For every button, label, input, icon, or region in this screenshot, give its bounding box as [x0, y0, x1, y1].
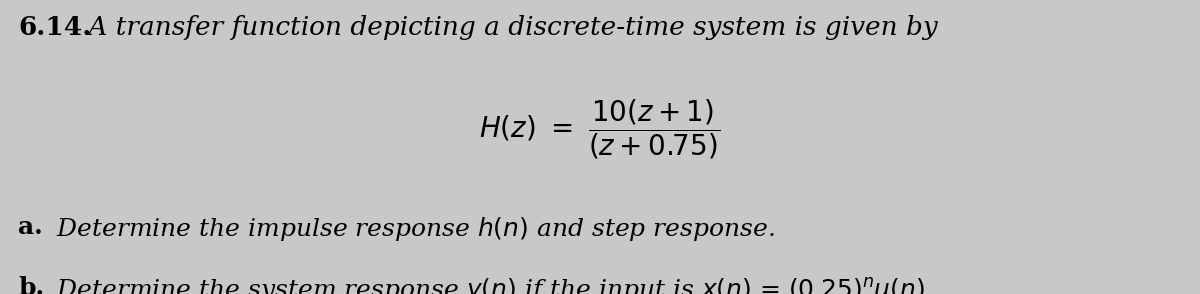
- Text: Determine the impulse response $\mathit{h}(\mathit{n})$ and step response.: Determine the impulse response $\mathit{…: [56, 215, 775, 243]
- Text: 6.14.: 6.14.: [18, 15, 91, 40]
- Text: b.: b.: [18, 276, 44, 294]
- Text: $\mathit{H}(\mathit{z}) \ = \ \dfrac{10(\mathit{z}+1)}{(\mathit{z}+0.75)}$: $\mathit{H}(\mathit{z}) \ = \ \dfrac{10(…: [480, 98, 720, 161]
- Text: Determine the system response $\mathit{y}(\mathit{n})$ if the input is $\mathit{: Determine the system response $\mathit{y…: [56, 276, 934, 294]
- Text: a.: a.: [18, 215, 43, 239]
- Text: A transfer function depicting a discrete-time system is given by: A transfer function depicting a discrete…: [80, 15, 938, 40]
